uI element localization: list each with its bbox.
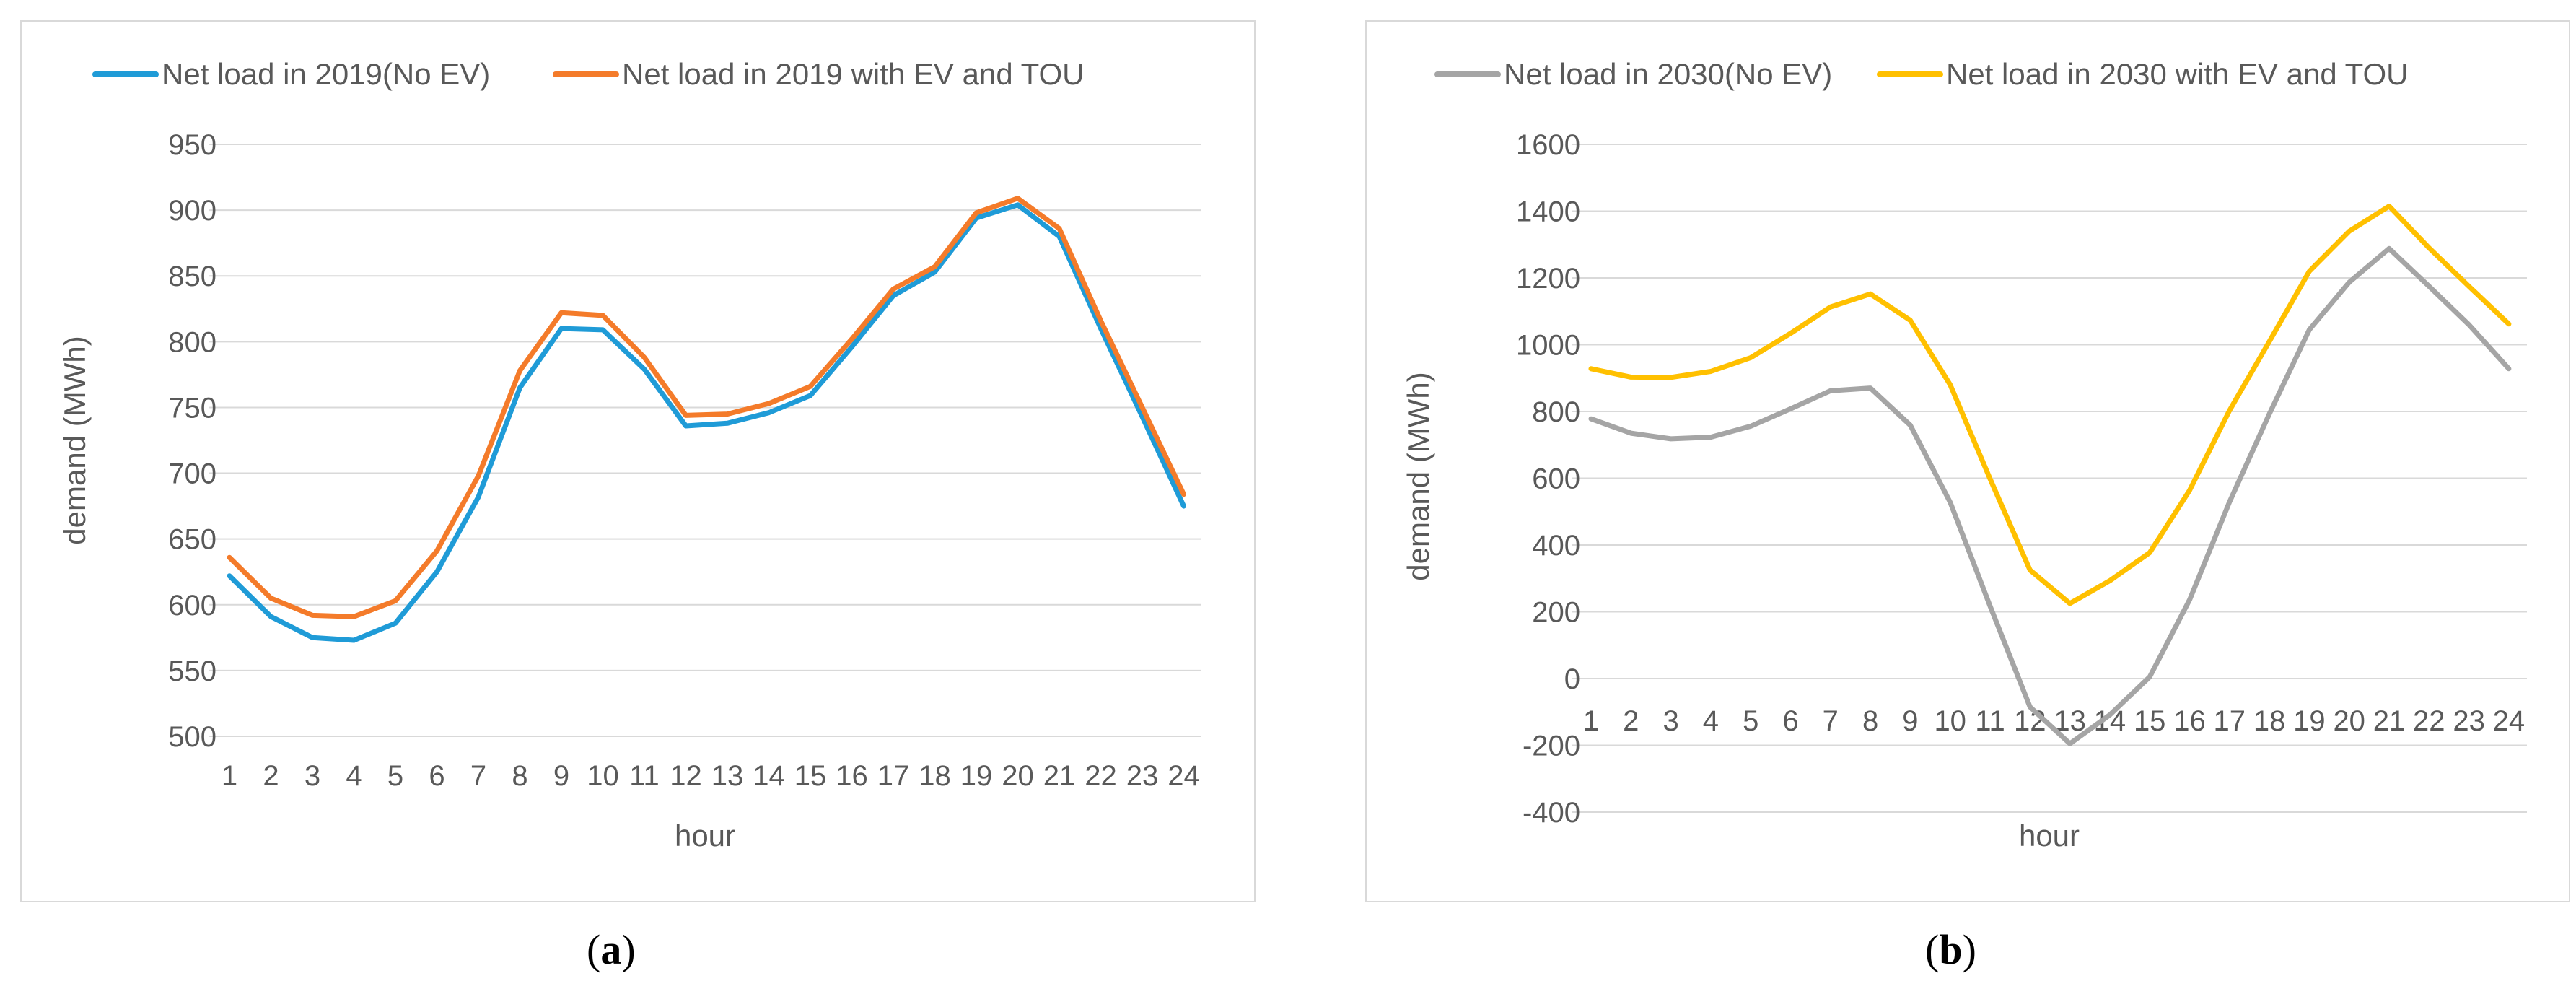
legend-label-2: Net load in 2030 with EV and TOU <box>1946 57 2409 91</box>
x-tick-label: 4 <box>1703 705 1719 737</box>
x-tick-label: 23 <box>1126 760 1159 792</box>
y-tick-label: 550 <box>168 655 216 687</box>
x-tick-label: 5 <box>387 760 403 792</box>
y-tick-label: 600 <box>1532 463 1580 495</box>
x-tick-label: 1 <box>1583 705 1599 737</box>
legend-label-1: Net load in 2019(No EV) <box>162 57 490 91</box>
x-tick-label: 17 <box>877 760 910 792</box>
y-tick-label: -400 <box>1523 797 1580 829</box>
caption-a: (a) <box>587 925 636 974</box>
y-axis-label: demand (MWh) <box>1401 372 1435 580</box>
x-tick-label: 21 <box>2373 705 2406 737</box>
x-tick-label: 11 <box>1975 705 2005 737</box>
x-tick-label: 10 <box>587 760 619 792</box>
x-tick-label: 17 <box>2214 705 2246 737</box>
y-tick-label: 200 <box>1532 597 1580 629</box>
y-tick-label: 800 <box>1532 396 1580 428</box>
chart-canvas: 5005506006507007508008509009501 2 3 4 5 6 7 8 9 1… <box>0 0 2576 1007</box>
x-tick-label: 10 <box>1934 705 1966 737</box>
x-tick-label: 22 <box>2413 705 2445 737</box>
y-tick-label: 900 <box>168 195 216 227</box>
x-tick-label: 8 <box>1862 705 1878 737</box>
x-tick-label: 19 <box>2293 705 2326 737</box>
legend-label-1: Net load in 2030(No EV) <box>1504 57 1832 91</box>
x-tick-label: 2 <box>263 760 279 792</box>
x-tick-label: 15 <box>2134 705 2166 737</box>
x-tick-label: 21 <box>1043 760 1076 792</box>
x-tick-label: 20 <box>2333 705 2365 737</box>
x-tick-label: 6 <box>429 760 444 792</box>
x-tick-label: 9 <box>1902 705 1918 737</box>
x-tick-label: 18 <box>2253 705 2286 737</box>
series-line-1 <box>229 205 1184 640</box>
y-tick-label: 1600 <box>1516 129 1580 161</box>
x-tick-label: 23 <box>2453 705 2485 737</box>
x-tick-label: 5 <box>1743 705 1758 737</box>
x-tick-label: 1 <box>222 760 237 792</box>
x-tick-label: 4 <box>346 760 362 792</box>
x-tick-label: 24 <box>2493 705 2525 737</box>
y-tick-label: 500 <box>168 721 216 753</box>
x-tick-label: 24 <box>1167 760 1200 792</box>
x-tick-label: 14 <box>753 760 785 792</box>
y-tick-label: 1200 <box>1516 263 1580 295</box>
x-tick-label: 8 <box>512 760 527 792</box>
y-tick-label: 0 <box>1564 663 1580 695</box>
y-tick-label: 800 <box>168 326 216 358</box>
y-tick-label: 400 <box>1532 530 1580 562</box>
x-axis-label: hour <box>2019 819 2080 853</box>
x-tick-label: 7 <box>1823 705 1839 737</box>
y-axis-label: demand (MWh) <box>58 336 92 544</box>
legend-label-2: Net load in 2019 with EV and TOU <box>622 57 1085 91</box>
y-tick-label: 950 <box>168 129 216 161</box>
x-tick-label: 20 <box>1002 760 1034 792</box>
x-tick-label: 22 <box>1085 760 1117 792</box>
x-tick-label: 3 <box>1662 705 1678 737</box>
y-tick-label: 750 <box>168 392 216 424</box>
x-tick-label: 9 <box>553 760 569 792</box>
y-tick-label: 650 <box>168 524 216 556</box>
y-tick-label: 600 <box>168 590 216 622</box>
x-tick-label: 2 <box>1623 705 1639 737</box>
x-tick-label: 15 <box>794 760 827 792</box>
x-axis-label: hour <box>675 819 735 853</box>
x-tick-label: 16 <box>836 760 868 792</box>
x-tick-label: 13 <box>711 760 744 792</box>
y-tick-label: 850 <box>168 261 216 292</box>
series-line-1 <box>1591 248 2509 744</box>
y-tick-label: 1400 <box>1516 196 1580 228</box>
x-tick-label: 12 <box>670 760 702 792</box>
x-tick-label: 19 <box>960 760 993 792</box>
x-tick-label: 3 <box>305 760 320 792</box>
x-tick-label: 16 <box>2173 705 2206 737</box>
x-tick-label: 7 <box>470 760 486 792</box>
x-tick-label: 6 <box>1782 705 1798 737</box>
y-tick-label: -200 <box>1523 731 1580 762</box>
caption-b: (b) <box>1925 925 1976 974</box>
x-tick-label: 18 <box>919 760 951 792</box>
y-tick-label: 700 <box>168 458 216 490</box>
y-tick-label: 1000 <box>1516 330 1580 362</box>
x-tick-label: 11 <box>629 760 660 792</box>
